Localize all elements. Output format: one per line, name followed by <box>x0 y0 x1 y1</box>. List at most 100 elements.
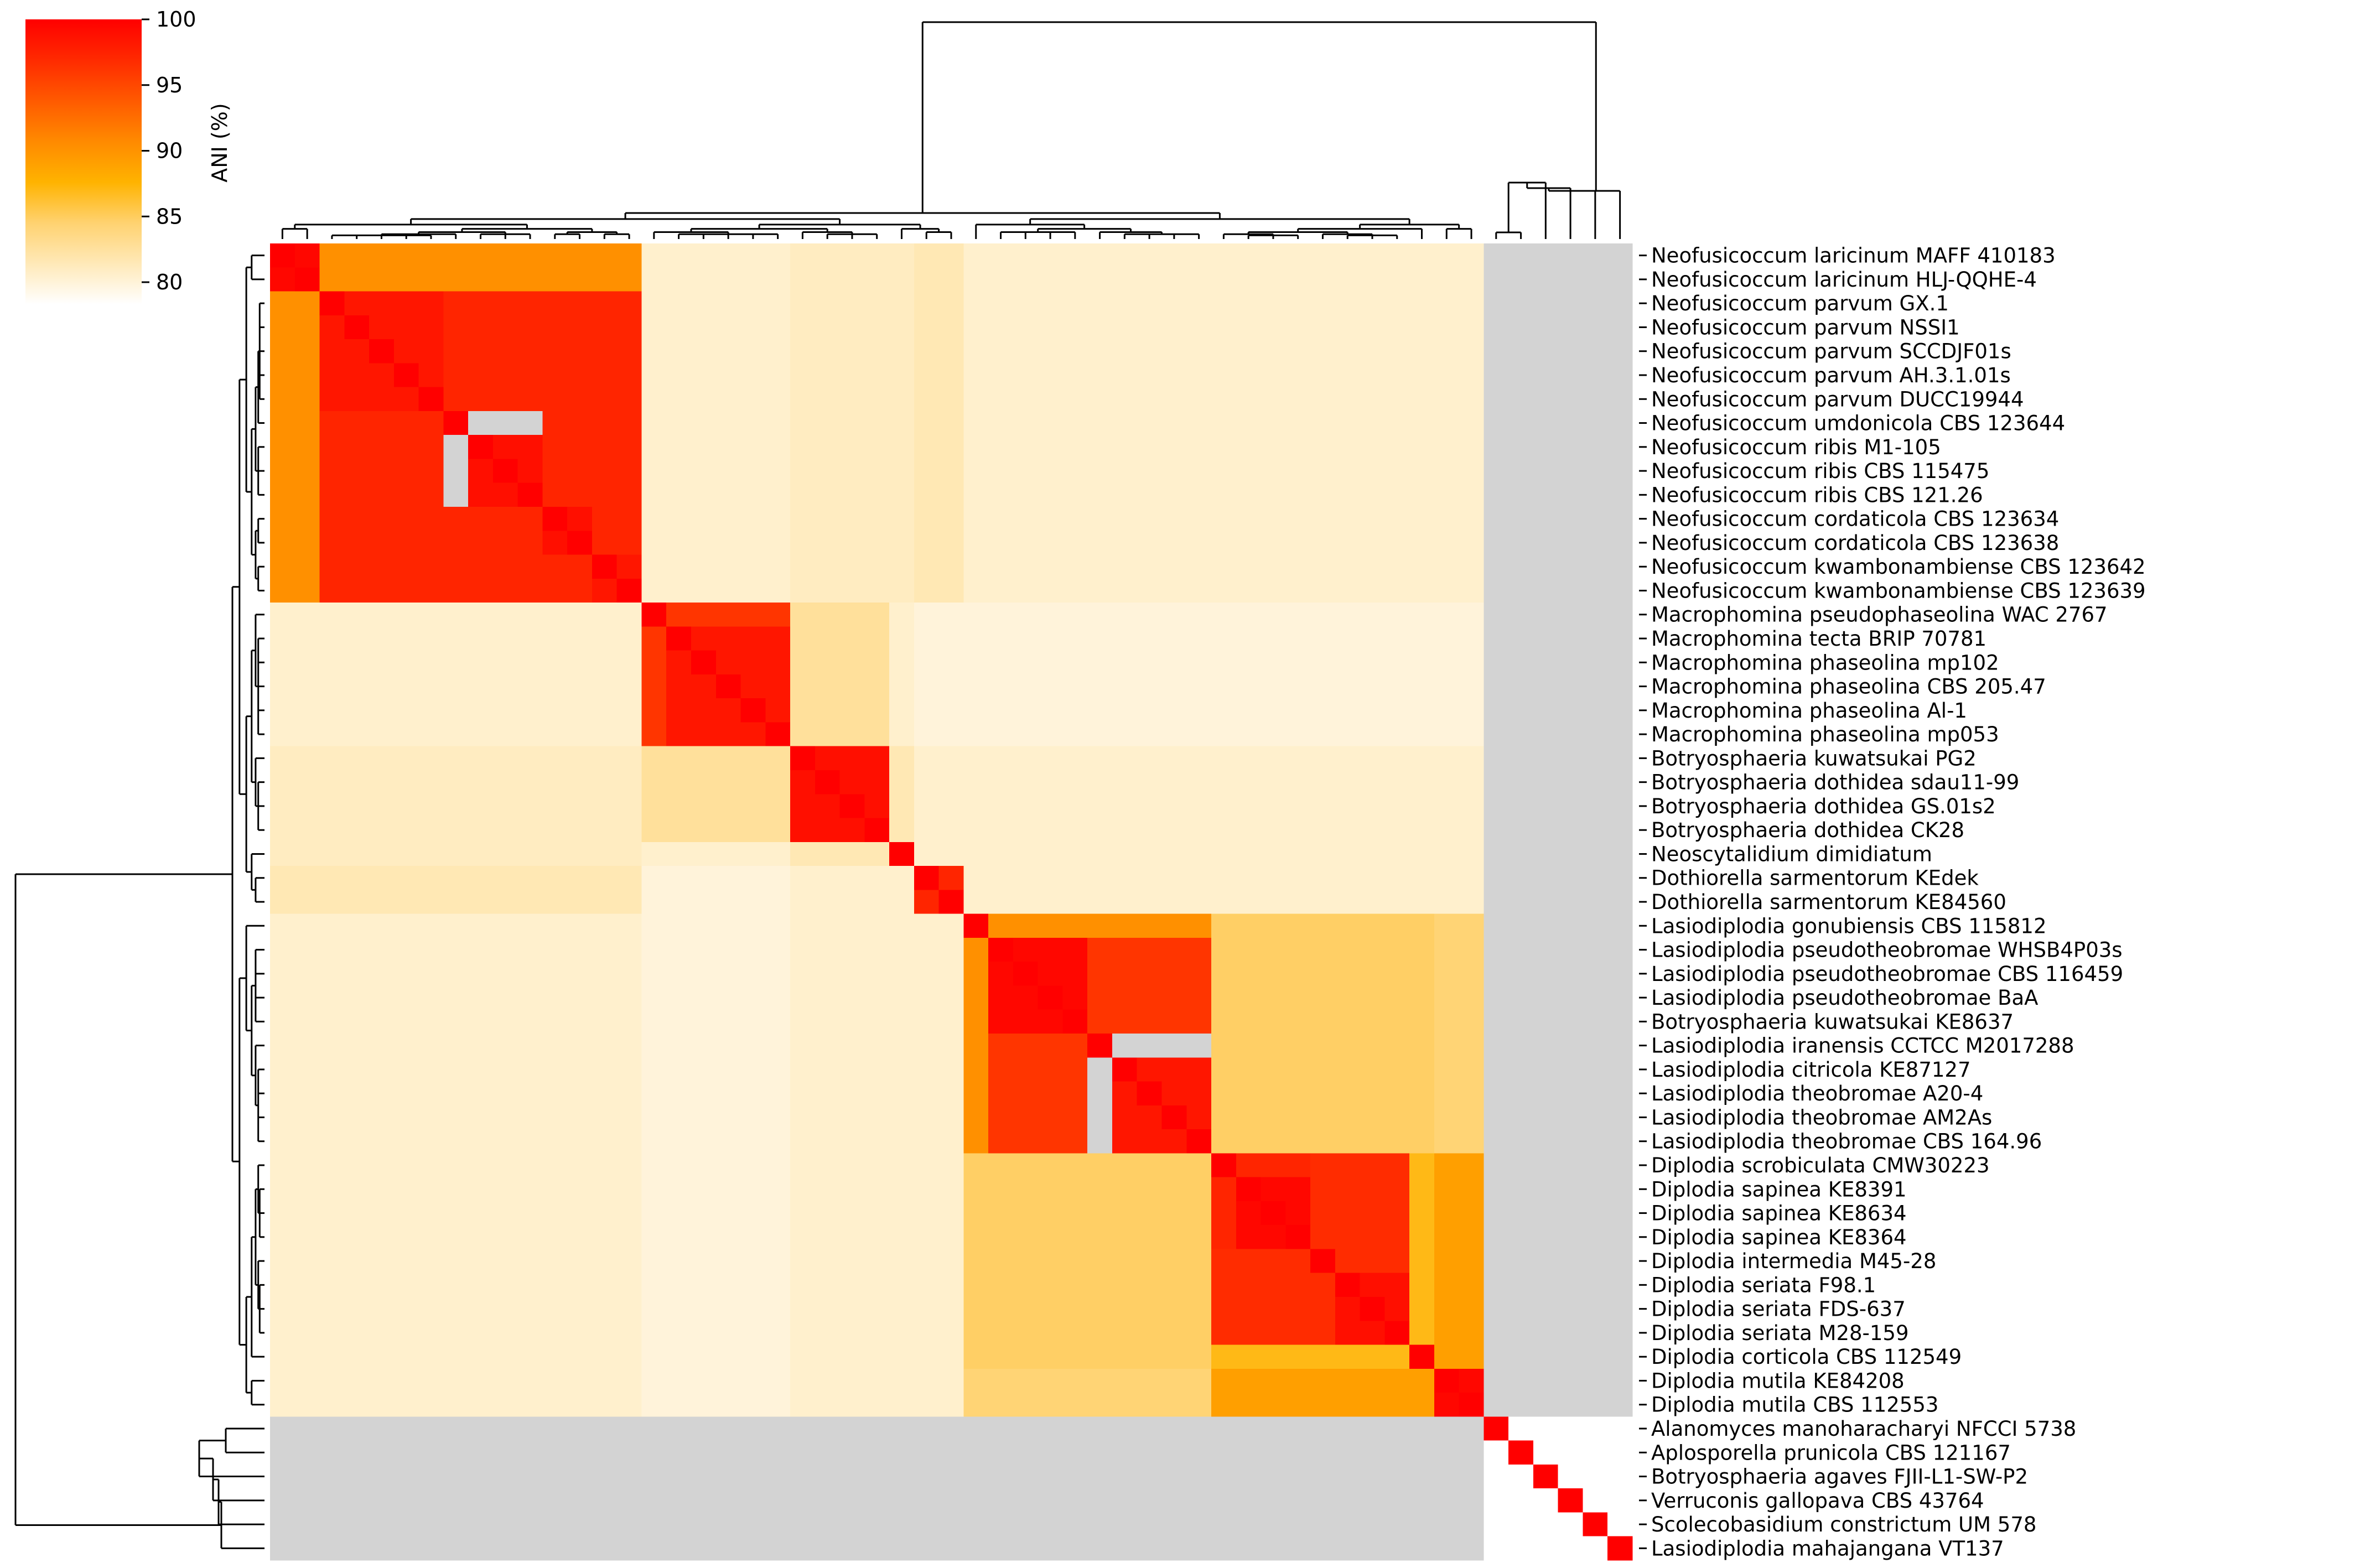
heatmap-cell <box>1484 1057 1509 1082</box>
heatmap-cell <box>1161 1105 1187 1130</box>
heatmap-cell <box>1583 1129 1608 1154</box>
heatmap-cell <box>616 985 642 1010</box>
heatmap-cell <box>319 770 345 795</box>
heatmap-cell <box>369 482 395 507</box>
heatmap-cell <box>1211 1273 1237 1297</box>
heatmap-cell <box>666 1321 692 1346</box>
heatmap-cell <box>1434 603 1460 627</box>
heatmap-cell <box>1310 1081 1336 1106</box>
heatmap-cell <box>1112 1488 1138 1513</box>
heatmap-cell <box>988 1009 1014 1034</box>
heatmap-cell <box>963 842 989 866</box>
heatmap-cell <box>369 746 395 771</box>
heatmap-cell <box>1384 722 1410 747</box>
heatmap-cell <box>319 459 345 484</box>
heatmap-cell <box>1211 1536 1237 1561</box>
heatmap-cell <box>988 507 1014 531</box>
heatmap-cell <box>790 1321 816 1346</box>
heatmap-cell <box>1558 315 1584 340</box>
heatmap-cell <box>938 1225 964 1250</box>
heatmap-cell <box>369 1464 395 1489</box>
heatmap-cell <box>344 650 370 675</box>
heatmap-cell <box>294 674 320 699</box>
heatmap-cell <box>1087 291 1113 316</box>
heatmap-cell <box>1112 1153 1138 1178</box>
heatmap-cell <box>592 603 618 627</box>
heatmap-cell <box>1062 1440 1088 1465</box>
heatmap-cell <box>1112 1464 1138 1489</box>
heatmap-cell <box>666 698 692 723</box>
heatmap-cell <box>1112 1201 1138 1226</box>
heatmap-cell <box>1607 1344 1633 1369</box>
heatmap-cell <box>790 531 816 555</box>
heatmap-cell <box>418 1393 444 1417</box>
heatmap-cell <box>443 626 469 651</box>
heatmap-cell <box>815 1177 841 1202</box>
heatmap-cell <box>666 1153 692 1178</box>
heatmap-cell <box>1087 603 1113 627</box>
heatmap-cell <box>443 937 469 962</box>
heatmap-cell <box>492 1009 518 1034</box>
heatmap-cell <box>1161 507 1187 531</box>
heatmap-cell <box>1285 1297 1311 1321</box>
heatmap-cell <box>567 387 593 412</box>
heatmap-cell <box>1484 842 1509 866</box>
heatmap-cell <box>1607 507 1633 531</box>
heatmap-cell <box>567 507 593 531</box>
heatmap-cell <box>616 626 642 651</box>
heatmap-cell <box>542 890 568 915</box>
heatmap-cell <box>790 411 816 435</box>
heatmap-cell <box>616 1105 642 1130</box>
heatmap-cell <box>492 1034 518 1058</box>
heatmap-cell <box>988 411 1014 435</box>
heatmap-cell <box>889 698 915 723</box>
heatmap-cell <box>1335 1129 1361 1154</box>
heatmap-cell <box>839 794 865 819</box>
heatmap-cell <box>1112 1273 1138 1297</box>
heatmap-cell <box>418 794 444 819</box>
heatmap-cell <box>1310 243 1336 268</box>
heatmap-cell <box>864 842 890 866</box>
heatmap-cell <box>765 1009 791 1034</box>
heatmap-cell <box>542 507 568 531</box>
heatmap-cell <box>393 1177 419 1202</box>
heatmap-cell <box>1211 1344 1237 1369</box>
heatmap-cell <box>765 962 791 987</box>
heatmap-cell <box>914 1129 940 1154</box>
heatmap-cell <box>270 459 295 484</box>
heatmap-cell <box>1112 1105 1138 1130</box>
heatmap-cell <box>542 1512 568 1537</box>
heatmap-cell <box>1360 1368 1385 1393</box>
heatmap-cell <box>1607 411 1633 435</box>
heatmap-cell <box>765 722 791 747</box>
heatmap-cell <box>294 722 320 747</box>
heatmap-cell <box>393 1512 419 1537</box>
heatmap-cell <box>765 1105 791 1130</box>
heatmap-cell <box>1533 1057 1559 1082</box>
heatmap-cell <box>1137 1129 1163 1154</box>
heatmap-cell <box>567 1393 593 1417</box>
heatmap-cell <box>1409 1201 1435 1226</box>
heatmap-cell <box>1409 674 1435 699</box>
heatmap-cell <box>492 603 518 627</box>
heatmap-cell <box>938 985 964 1010</box>
heatmap-cell <box>1533 554 1559 579</box>
heatmap-cell <box>1161 842 1187 866</box>
heatmap-cell <box>963 1297 989 1321</box>
heatmap-cell <box>616 243 642 268</box>
heatmap-cell <box>1310 842 1336 866</box>
heatmap-cell <box>1087 937 1113 962</box>
heatmap-cell <box>1360 1488 1385 1513</box>
heatmap-cell <box>864 698 890 723</box>
heatmap-cell <box>1062 962 1088 987</box>
heatmap-cell <box>1484 1393 1509 1417</box>
heatmap-cell <box>641 1081 667 1106</box>
heatmap-cell <box>1583 1081 1608 1106</box>
heatmap-cell <box>492 698 518 723</box>
heatmap-cell <box>1062 1225 1088 1250</box>
heatmap-cell <box>790 1009 816 1034</box>
heatmap-cell <box>468 459 494 484</box>
heatmap-cell <box>1409 1512 1435 1537</box>
row-label: Diplodia mutila KE84208 <box>1651 1369 1905 1393</box>
heatmap-cell <box>1384 746 1410 771</box>
